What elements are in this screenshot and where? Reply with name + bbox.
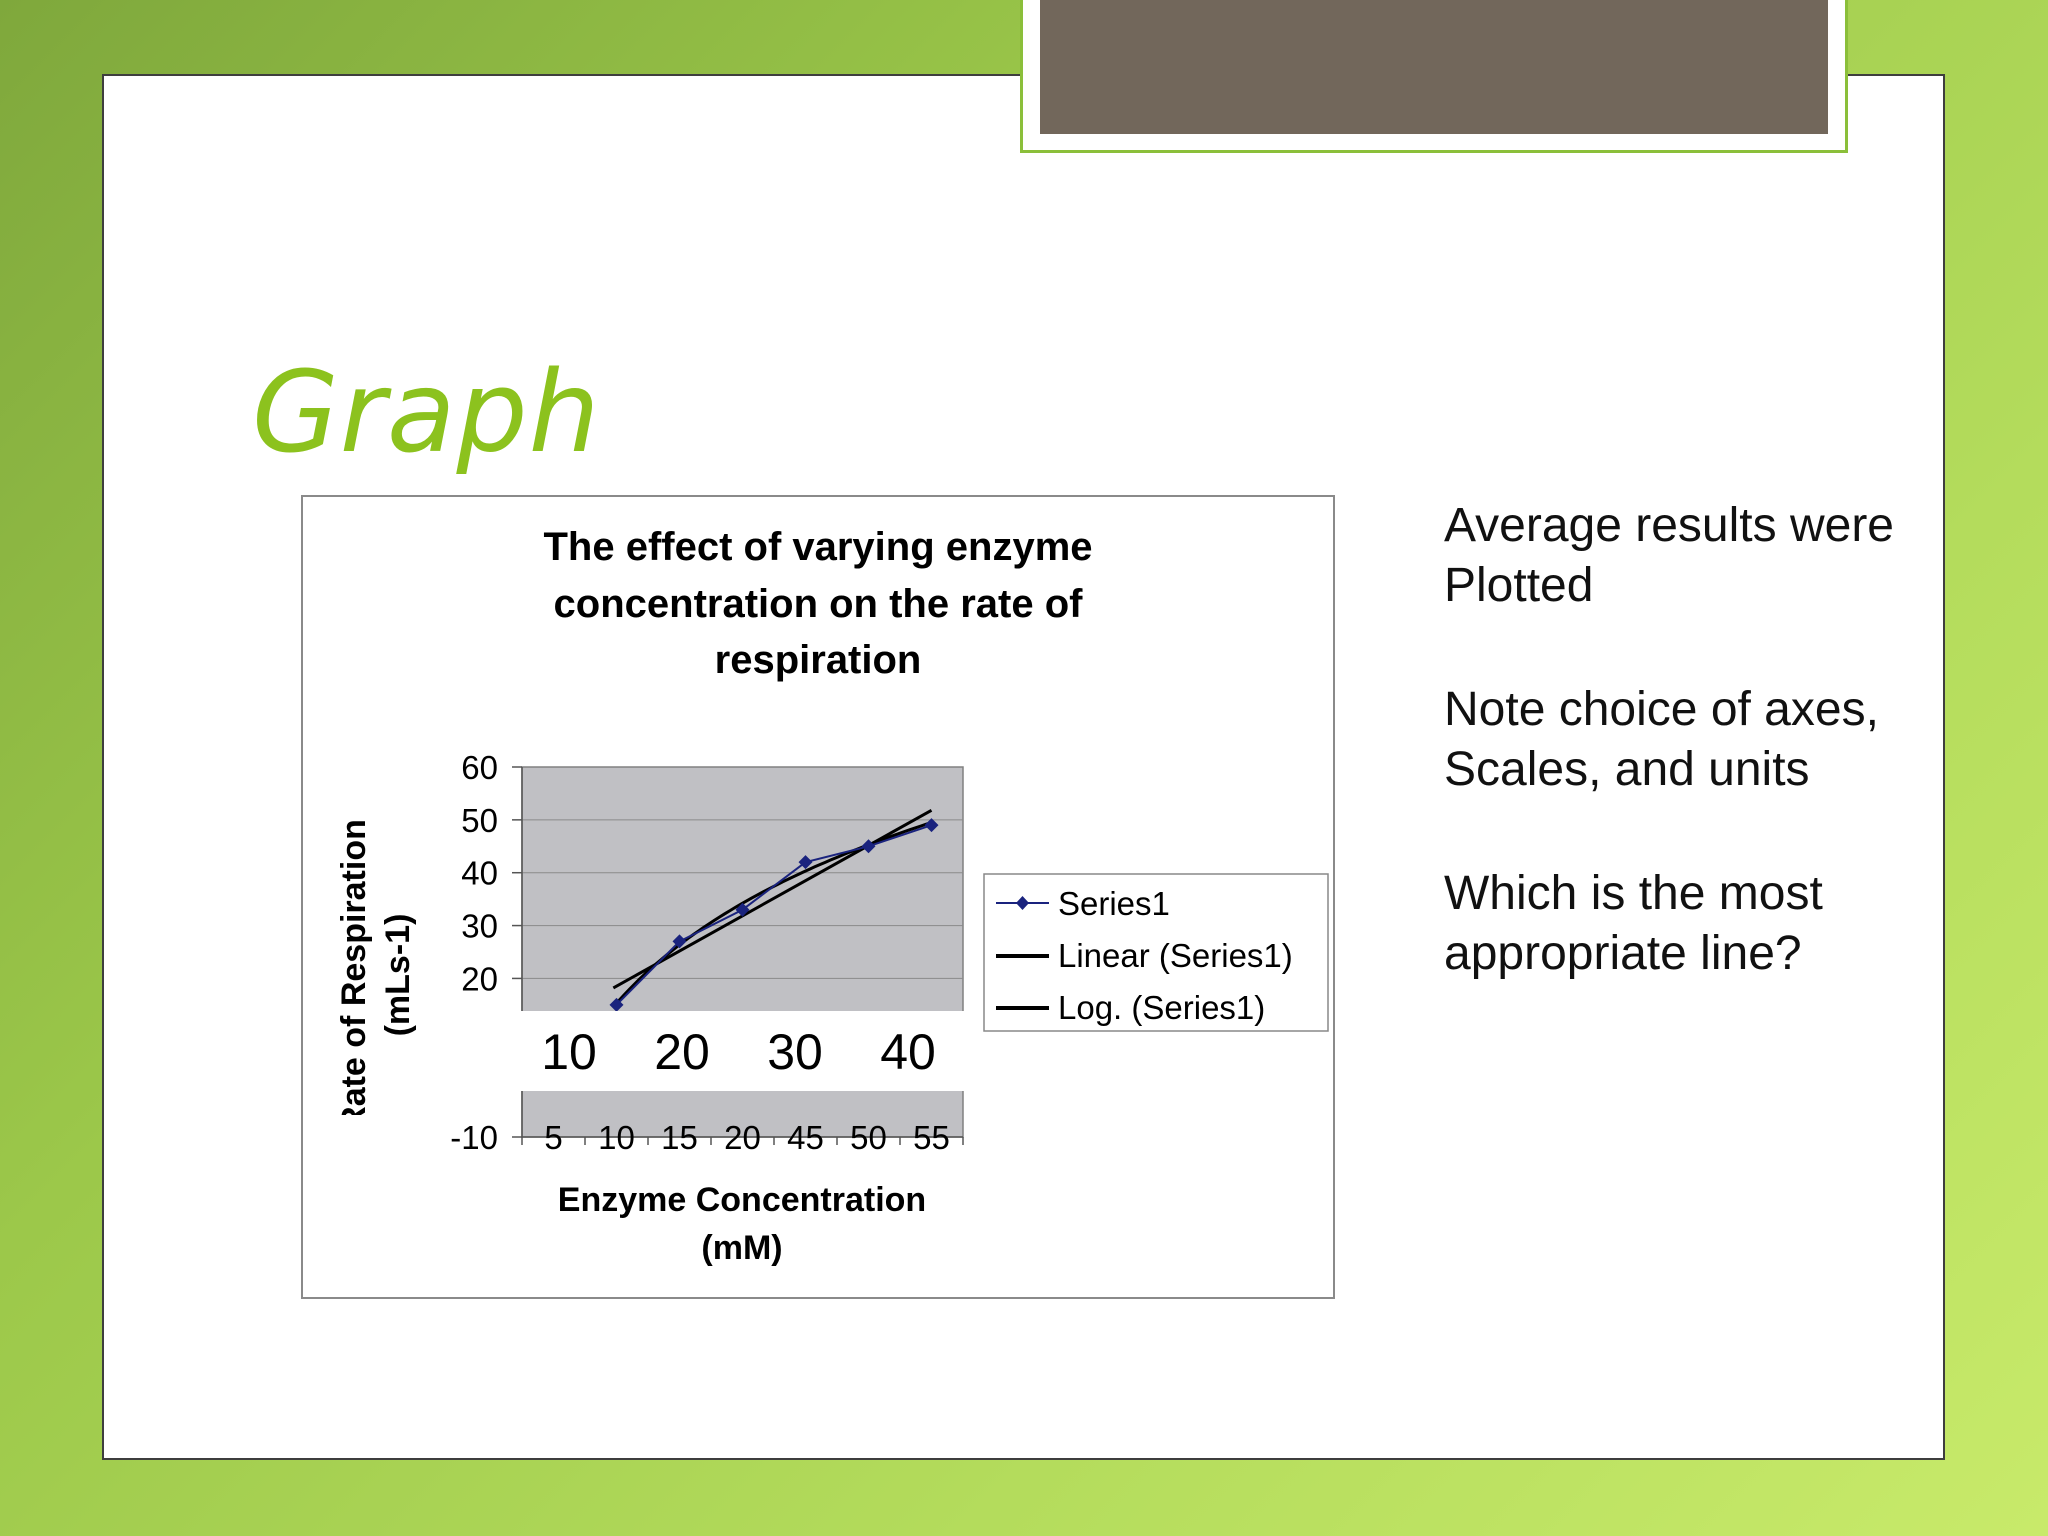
y-axis-title-line-2: (mLs-1): [379, 914, 417, 1037]
legend-label-log: Log. (Series1): [1058, 989, 1265, 1026]
chart-container: The effect of varying enzyme concentrati…: [301, 495, 1335, 1299]
legend: Series1 Linear (Series1) Log. (Series1): [983, 873, 1329, 1032]
overlay-tick-label: 10: [541, 1024, 597, 1080]
overlay-tick-labels: 10 20 30 40: [541, 1024, 936, 1080]
note-2: Note choice of axes, Scales, and units: [1444, 683, 1879, 796]
x-axis-title-line-2: (mM): [701, 1229, 782, 1267]
note-1: Average results were Plotted: [1444, 499, 1894, 612]
series-1-line: [615, 824, 932, 1006]
data-point-marker: [861, 839, 876, 854]
data-point-marker: [735, 902, 750, 917]
x-tick-label: 15: [661, 1119, 698, 1156]
x-tick-label: 45: [787, 1119, 824, 1156]
chart-title-line-3: respiration: [715, 638, 922, 682]
chart: The effect of varying enzyme concentrati…: [323, 525, 1329, 1267]
legend-box: [983, 873, 1329, 1032]
y-tick-label: 60: [461, 749, 498, 786]
y-tick-label: 30: [461, 908, 498, 945]
y-axis-ticks: 60 50 40 30 20 -10: [450, 749, 522, 1156]
y-title-mask: [323, 1115, 433, 1175]
overlay-label-box: [463, 1011, 973, 1091]
data-point-marker: [609, 997, 624, 1012]
x-tick-label: 10: [598, 1119, 635, 1156]
legend-marker-diamond: [1016, 896, 1029, 910]
x-axis-title-line-1: Enzyme Concentration: [558, 1181, 926, 1219]
y-tick-label: -10: [450, 1119, 498, 1156]
overlay-tick-label: 30: [767, 1024, 823, 1080]
legend-item-log: Log. (Series1): [996, 989, 1265, 1026]
x-tick-label: 5: [544, 1119, 562, 1156]
overlay-tick-label: 20: [654, 1024, 710, 1080]
y-tick-label: 40: [461, 855, 498, 892]
linear-trendline-path: [612, 808, 933, 990]
legend-label-series1: Series1: [1058, 885, 1170, 922]
y-tick-label: 50: [461, 802, 498, 839]
x-axis-ticks: 5 10 15 20 45 50 55: [521, 1119, 964, 1156]
legend-item-series1: Series1: [996, 885, 1170, 922]
x-tick-label: 50: [850, 1119, 887, 1156]
slide-notes: Average results were Plotted Note choice…: [1444, 496, 2004, 1048]
note-3: Which is the most appropriate line?: [1444, 867, 1823, 980]
x-tick-label: 55: [913, 1119, 950, 1156]
gridlines: [522, 819, 963, 979]
data-point-marker: [672, 934, 687, 949]
chart-title-line-2: concentration on the rate of: [554, 582, 1084, 626]
legend-label-linear: Linear (Series1): [1058, 937, 1293, 974]
y-tick-label: 20: [461, 960, 498, 997]
linear-trendline: [612, 808, 933, 990]
legend-item-linear: Linear (Series1): [996, 937, 1293, 974]
data-point-marker: [924, 818, 939, 833]
data-point-marker: [798, 855, 813, 870]
overlay-tick-label: 40: [880, 1024, 936, 1080]
y-axis-title-line-1: Rate of Respiration: [335, 819, 373, 1131]
header-tab: [1040, 0, 1828, 134]
chart-title-line-1: The effect of varying enzyme: [543, 525, 1092, 569]
slide-title: Graph: [252, 348, 601, 478]
y-axis-title: Rate of Respiration (mLs-1): [335, 819, 417, 1131]
series-1: [609, 818, 939, 1012]
x-tick-label: 20: [724, 1119, 761, 1156]
